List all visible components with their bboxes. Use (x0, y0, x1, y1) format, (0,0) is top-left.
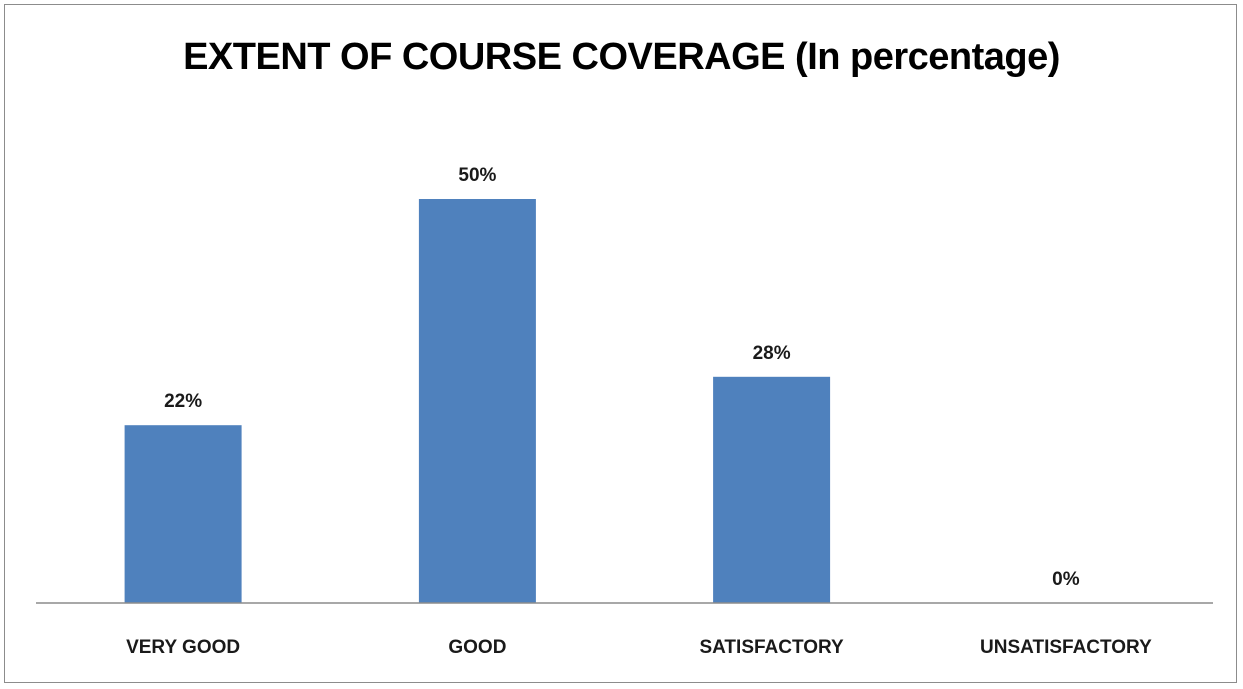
labels-layer: 22% 50% 28% 0% (164, 165, 1080, 590)
ticks-layer: VERY GOOD GOOD SATISFACTORY UNSATISFACTORY (126, 637, 1152, 658)
bar-satisfactory (713, 377, 830, 603)
x-tick-label-very-good: VERY GOOD (126, 637, 240, 658)
x-tick-label-satisfactory: SATISFACTORY (699, 637, 844, 658)
data-label-good: 50% (458, 165, 496, 186)
x-tick-label-unsatisfactory: UNSATISFACTORY (980, 637, 1152, 658)
data-label-very-good: 22% (164, 391, 202, 412)
data-label-satisfactory: 28% (753, 343, 791, 364)
x-tick-label-good: GOOD (448, 637, 506, 658)
bars-layer (125, 199, 831, 603)
data-label-unsatisfactory: 0% (1052, 569, 1080, 590)
bar-good (419, 199, 536, 603)
bar-very-good (125, 425, 242, 603)
